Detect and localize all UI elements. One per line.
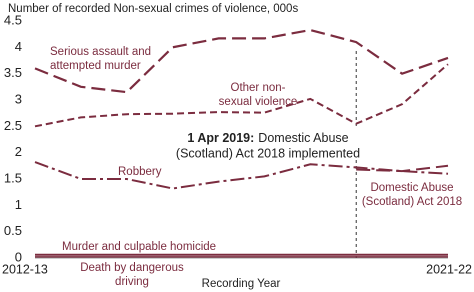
series-label: Death by dangerous (80, 262, 184, 274)
series-line (356, 164, 449, 173)
y-tick-label: 3 (15, 91, 22, 106)
annotation-text: Domestic Abuse (258, 131, 348, 145)
annotation: (Scotland) Act 2018 implemented (176, 146, 360, 160)
y-tick-label: 3.5 (4, 65, 22, 80)
series-line (34, 161, 449, 190)
series-label: sexual violence (219, 96, 298, 108)
series-label: Murder and culpable homicide (62, 241, 216, 253)
y-tick-label: 2.5 (4, 118, 22, 133)
x-tick-label: 2012-13 (2, 262, 48, 276)
y-tick-label: 0.5 (4, 223, 22, 238)
annotation: 1 Apr 2019: Domestic Abuse (187, 131, 348, 145)
series-label: attempted murder (50, 60, 141, 72)
series-label: (Scotland) Act 2018 (362, 196, 462, 208)
series-label: Domestic Abuse (370, 182, 453, 194)
y-tick-label: 4 (15, 39, 22, 54)
y-tick-label: 4.5 (4, 12, 22, 27)
annotation-bold: 1 Apr 2019: (187, 131, 254, 145)
y-tick-label: 2 (15, 144, 22, 159)
series-label: Other non- (231, 82, 286, 94)
x-axis-title: Recording Year (202, 278, 281, 290)
series-label: Robbery (118, 166, 162, 178)
y-axis-title: Number of recorded Non-sexual crimes of … (8, 3, 298, 15)
y-tick-label: 1.5 (4, 170, 22, 185)
series-label: driving (115, 276, 149, 288)
series-label: Serious assault and (50, 46, 151, 58)
y-tick-label: 1 (15, 197, 22, 212)
y-tick-label: 0 (15, 249, 22, 264)
series-line (34, 28, 449, 94)
series-line (34, 63, 449, 128)
x-tick-label: 2021-22 (426, 262, 472, 276)
